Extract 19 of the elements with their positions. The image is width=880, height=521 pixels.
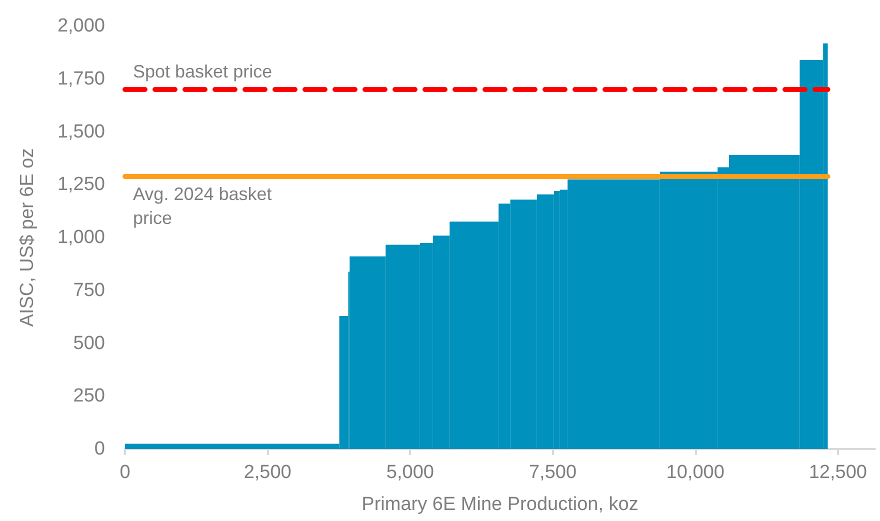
y-axis-title: AISC, US$ per 6E oz	[17, 148, 38, 327]
y-tick-label: 1,500	[57, 121, 105, 142]
y-tick-label: 2,000	[57, 16, 105, 36]
x-axis-title: Primary 6E Mine Production, koz	[362, 494, 638, 515]
x-tick-label: 12,500	[808, 462, 867, 483]
y-tick-label: 500	[73, 332, 105, 354]
y-tick-label: 250	[73, 386, 105, 407]
x-tick-label: 0	[120, 462, 130, 483]
x-tick-label: 7,500	[528, 462, 577, 483]
x-tick-label: 2,500	[244, 462, 292, 483]
x-tick-label: 5,000	[386, 462, 434, 483]
ref-line-label: Avg. 2024 basket price	[133, 184, 277, 228]
y-tick-label: 1,750	[57, 68, 105, 90]
ref-line-label: Spot basket price	[133, 61, 272, 82]
y-tick-label: 1,250	[57, 174, 105, 196]
y-tick-label: 750	[73, 280, 105, 301]
y-tick-label: 1,000	[57, 227, 105, 248]
y-tick-label: 0	[94, 438, 105, 460]
x-tick-label: 10,000	[666, 462, 724, 483]
